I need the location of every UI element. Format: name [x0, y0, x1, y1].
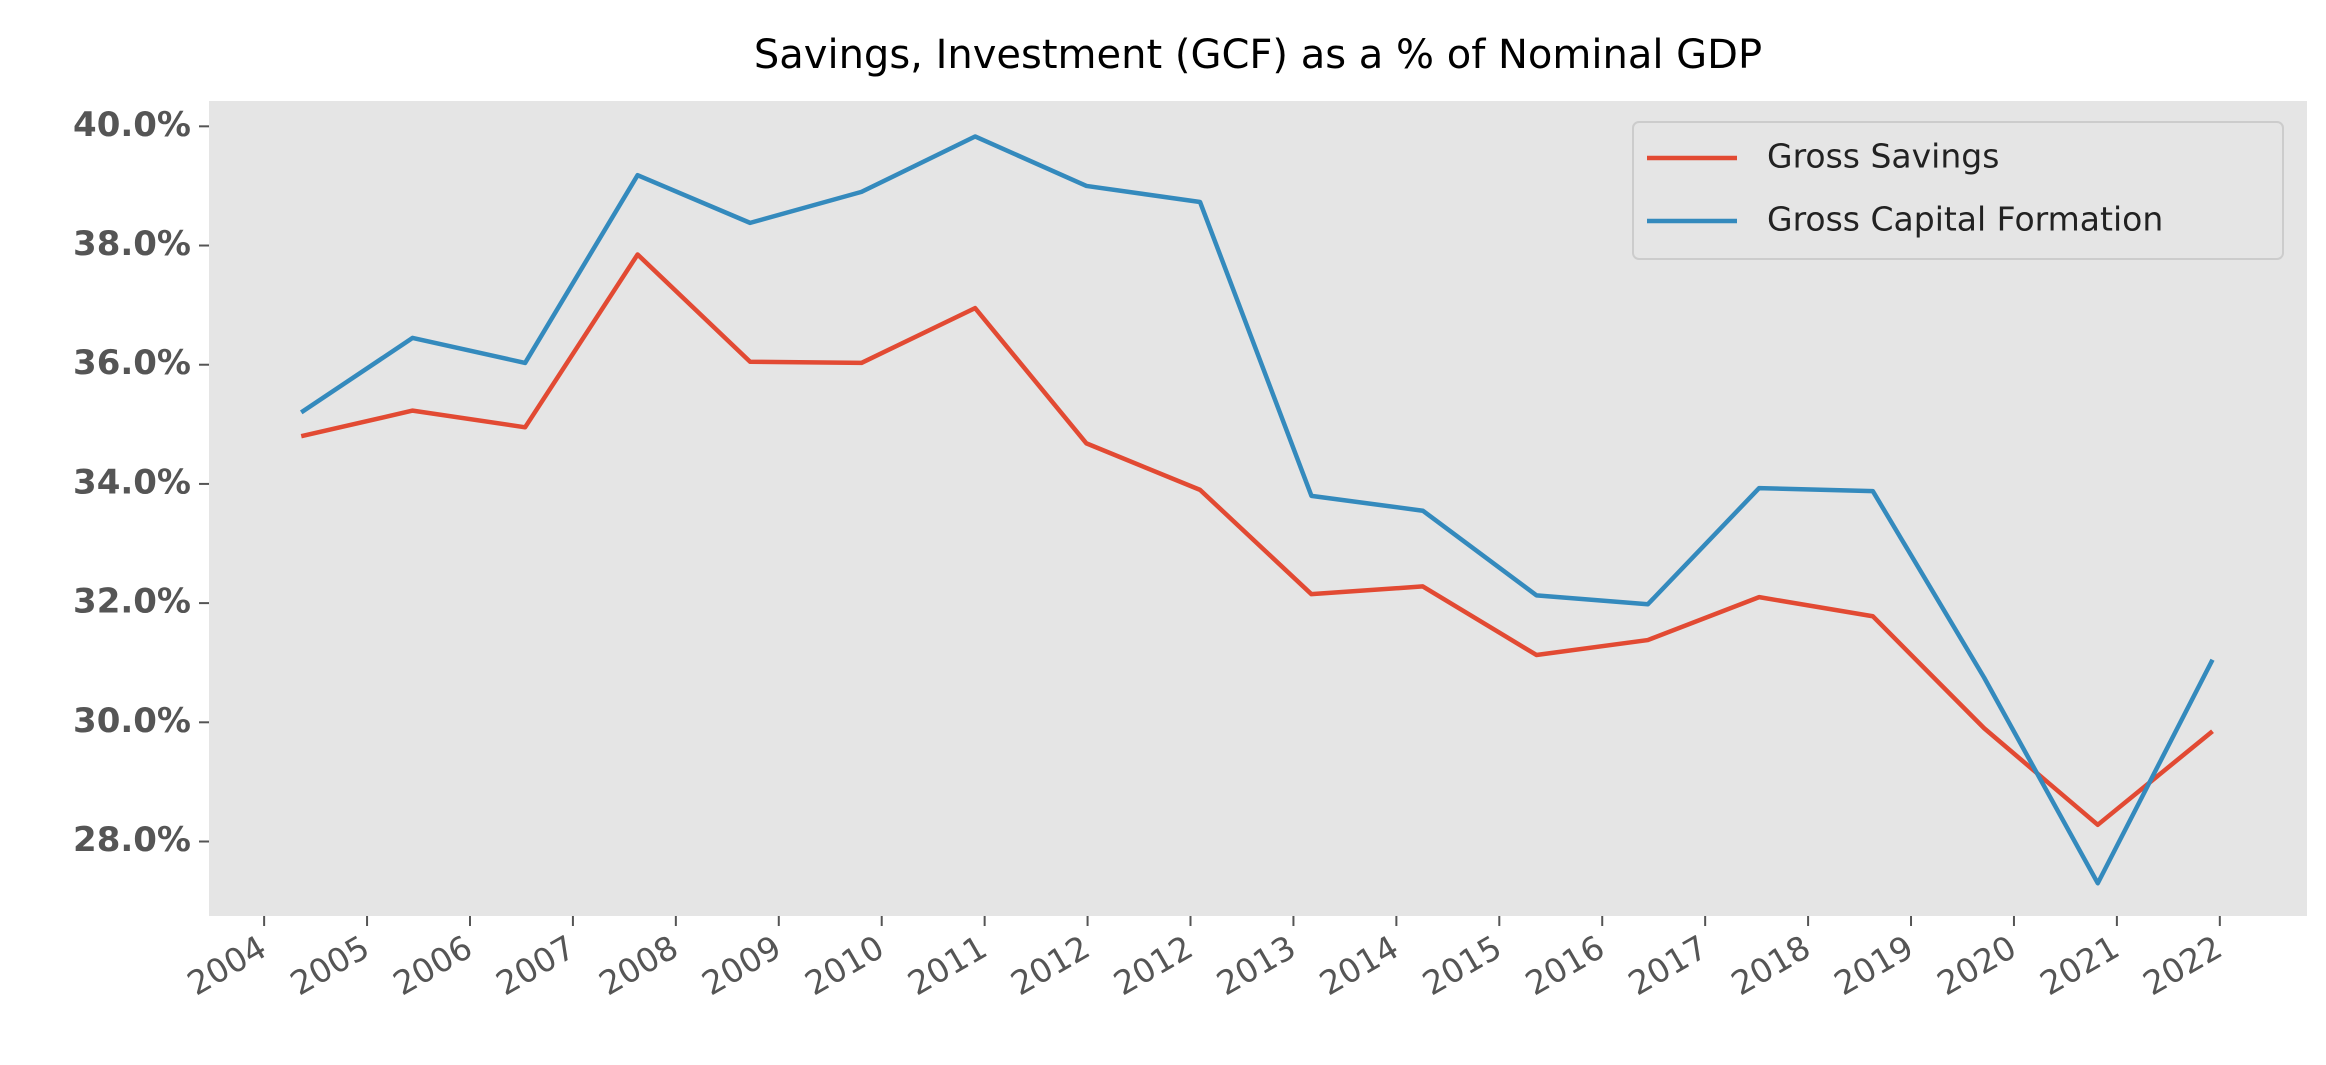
x-tick-label: 2015: [1416, 927, 1508, 1003]
x-tick-label: 2006: [387, 927, 479, 1003]
legend-label: Gross Savings: [1767, 137, 1999, 176]
x-tick-label: 2014: [1313, 927, 1405, 1003]
x-tick-label: 2013: [1210, 927, 1302, 1003]
x-tick-label: 2017: [1622, 927, 1714, 1003]
y-tick-label: 34.0%: [73, 462, 191, 502]
x-tick-label: 2021: [2033, 927, 2125, 1003]
y-tick-label: 40.0%: [73, 105, 191, 145]
x-tick-label: 2012: [1004, 927, 1096, 1003]
x-tick-label: 2019: [1828, 927, 1920, 1003]
legend-label: Gross Capital Formation: [1767, 200, 2163, 239]
y-tick-label: 38.0%: [73, 224, 191, 264]
x-tick-label: 2007: [489, 927, 581, 1003]
line-series: [299, 134, 2215, 886]
x-tick-label: 2009: [695, 927, 787, 1003]
chart-title: Savings, Investment (GCF) as a % of Nomi…: [754, 32, 1762, 78]
legend-box: [1632, 121, 2284, 260]
x-tick-label: 2012: [1107, 927, 1199, 1003]
x-tick-label: 2004: [181, 927, 273, 1003]
y-tick-label: 30.0%: [73, 701, 191, 741]
x-tick-label: 2005: [284, 927, 376, 1003]
x-tick-label: 2010: [798, 927, 890, 1003]
x-tick-label: 2016: [1519, 927, 1611, 1003]
y-tick-label: 32.0%: [73, 582, 191, 622]
x-tick-label: 2018: [1725, 927, 1817, 1003]
x-tick-label: 2008: [592, 927, 684, 1003]
y-tick-label: 28.0%: [73, 820, 191, 860]
y-tick-label: 36.0%: [73, 343, 191, 383]
x-tick-label: 2022: [2136, 927, 2228, 1003]
x-tick-label: 2020: [1930, 927, 2022, 1003]
line-series: [300, 252, 2214, 828]
x-tick-label: 2011: [901, 927, 993, 1003]
